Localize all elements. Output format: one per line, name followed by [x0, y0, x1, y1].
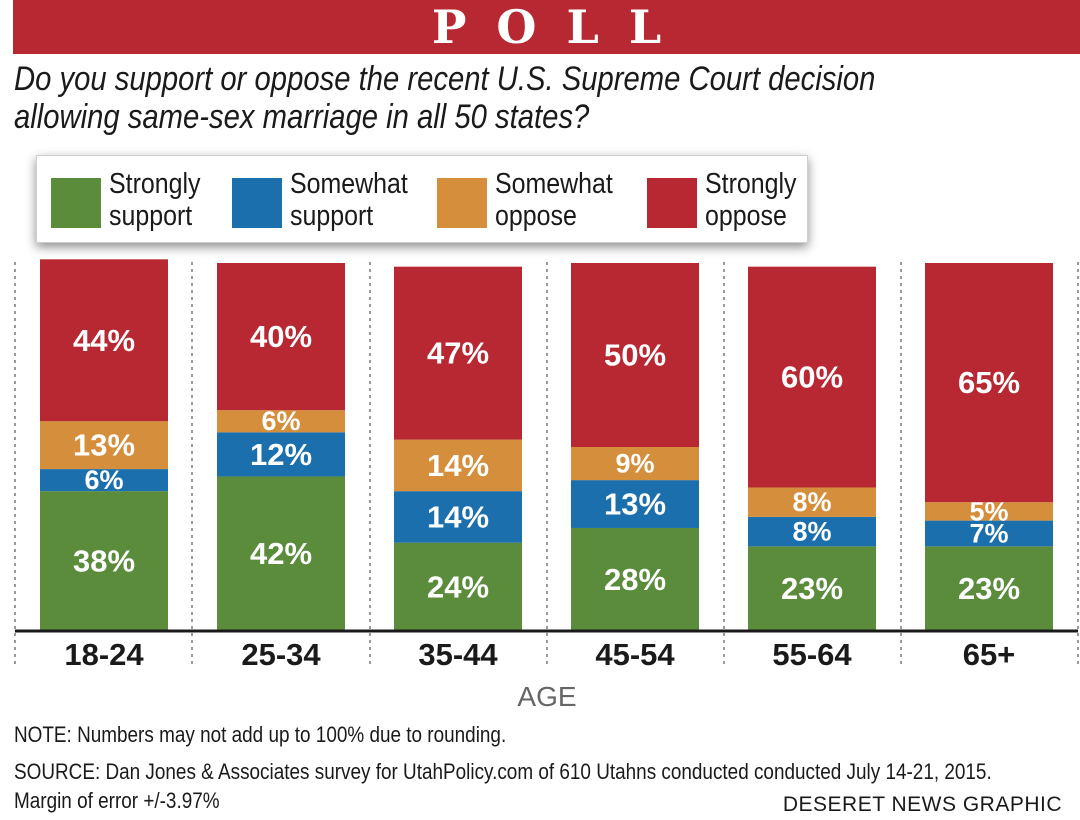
legend-label-line: Somewhat — [290, 168, 408, 200]
bar-segment — [217, 263, 345, 411]
legend-swatch-strongly-oppose — [647, 178, 697, 228]
x-tick-label: 65+ — [963, 637, 1016, 672]
data-label: 8% — [792, 517, 831, 547]
legend-label-line: Strongly — [705, 168, 797, 200]
question-text: Do you support or oppose the recent U.S.… — [14, 60, 926, 136]
bar-segment — [40, 469, 168, 492]
source-text: SOURCE: Dan Jones & Associates survey fo… — [14, 759, 992, 784]
data-label: 6% — [261, 406, 300, 436]
data-label: 13% — [73, 428, 135, 463]
legend-label-somewhat-oppose: Somewhat oppose — [495, 168, 624, 232]
x-tick-label: 25-34 — [241, 637, 321, 672]
legend-label-line: oppose — [705, 200, 787, 232]
graphic-credit: DESERET NEWS GRAPHIC — [782, 793, 1062, 816]
data-label: 23% — [958, 571, 1020, 606]
legend-label-strongly-support: Strongly support — [109, 168, 238, 232]
chart-legend: Strongly support Somewhat support Somewh… — [36, 155, 808, 243]
data-label: 12% — [250, 437, 312, 472]
bar-segment — [571, 447, 699, 481]
x-tick-label: 45-54 — [595, 637, 675, 672]
bar-segment — [925, 263, 1053, 503]
data-label: 23% — [781, 571, 843, 606]
bar-segment — [40, 491, 168, 631]
legend-label-line: support — [290, 200, 374, 232]
data-label: 47% — [427, 336, 489, 371]
data-label: 38% — [73, 544, 135, 579]
note-text: NOTE: Numbers may not add up to 100% due… — [14, 722, 507, 747]
bar-segment — [394, 491, 522, 543]
bar-segment — [571, 263, 699, 447]
bar-segment — [571, 480, 699, 528]
bar-segment — [748, 546, 876, 631]
bar-segment — [217, 432, 345, 477]
x-axis-label: AGE — [517, 681, 576, 712]
data-label: 50% — [604, 338, 666, 373]
legend-label-line: support — [109, 200, 193, 232]
x-tick-label: 18-24 — [64, 637, 144, 672]
data-label: 9% — [615, 449, 654, 479]
bar-segment — [925, 520, 1053, 547]
data-label: 42% — [250, 536, 312, 571]
stacked-bar-chart: 38%6%13%44%18-2442%12%6%40%25-3424%14%14… — [14, 259, 1079, 712]
question-line-2: allowing same-sex marriage in all 50 sta… — [14, 98, 590, 136]
legend-label-line: Somewhat — [495, 168, 613, 200]
bar-segment — [217, 410, 345, 433]
bar-segment — [217, 476, 345, 631]
banner-title: POLL — [431, 0, 692, 54]
data-label: 28% — [604, 562, 666, 597]
data-label: 8% — [792, 487, 831, 517]
bar-segment — [748, 487, 876, 517]
bar-segment — [40, 421, 168, 470]
bar-segment — [40, 259, 168, 422]
legend-label-line: oppose — [495, 200, 577, 232]
data-label: 14% — [427, 499, 489, 534]
legend-swatch-somewhat-oppose — [437, 178, 487, 228]
data-label: 7% — [969, 518, 1008, 548]
legend-label-strongly-oppose: Strongly oppose — [705, 168, 834, 232]
data-label: 60% — [781, 360, 843, 395]
bar-segment — [394, 542, 522, 631]
legend-swatch-strongly-support — [51, 178, 101, 228]
bar-segment — [394, 266, 522, 440]
legend-label-somewhat-support: Somewhat support — [290, 168, 419, 232]
bar-segment — [748, 516, 876, 547]
legend-label-line: Strongly — [109, 168, 201, 200]
data-label: 24% — [427, 569, 489, 604]
data-label: 14% — [427, 448, 489, 483]
data-label: 40% — [250, 319, 312, 354]
data-label: 6% — [84, 465, 123, 495]
legend-swatch-somewhat-support — [232, 178, 282, 228]
x-tick-label: 55-64 — [772, 637, 852, 672]
data-label: 44% — [73, 323, 135, 358]
bar-segment — [748, 266, 876, 488]
bar-segment — [394, 439, 522, 492]
x-tick-label: 35-44 — [418, 637, 498, 672]
poll-banner: POLL — [13, 0, 1080, 54]
question-line-1: Do you support or oppose the recent U.S.… — [14, 60, 876, 98]
bar-segment — [925, 502, 1053, 521]
bar-segment — [925, 546, 1053, 631]
data-label: 65% — [958, 365, 1020, 400]
data-label: 13% — [604, 487, 666, 522]
bar-segment — [571, 527, 699, 631]
margin-of-error-text: Margin of error +/-3.97% — [14, 788, 220, 813]
